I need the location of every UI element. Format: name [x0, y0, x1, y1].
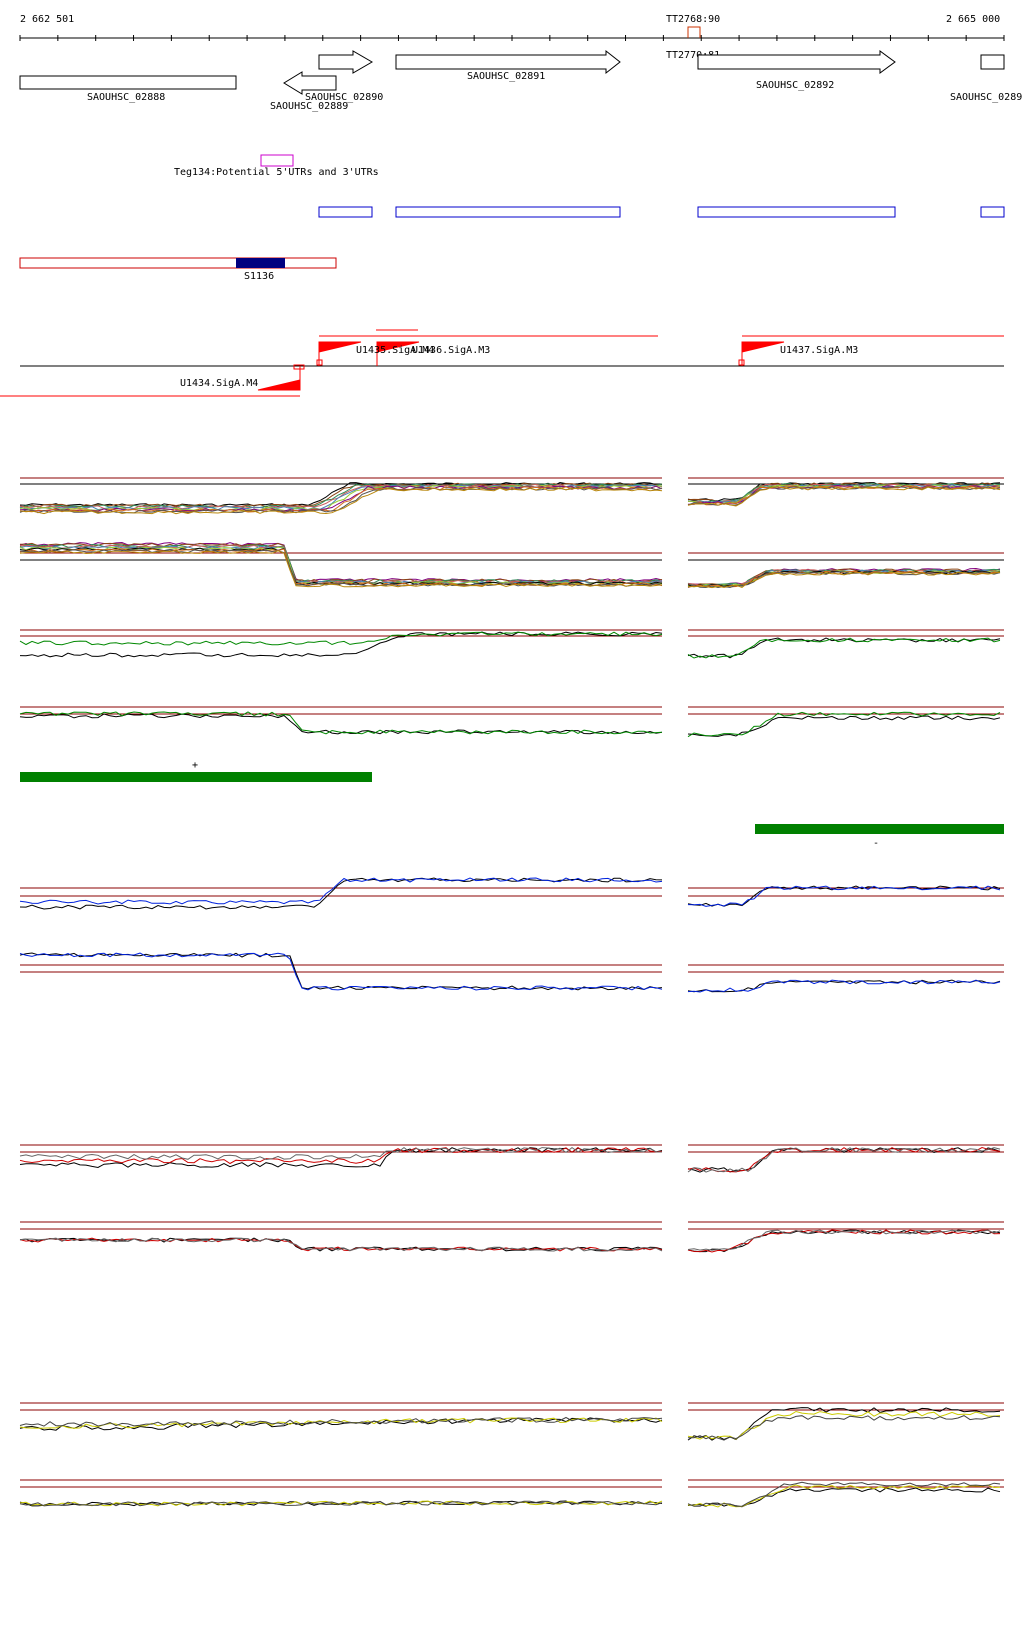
pair-track-green-minus [687, 711, 1001, 738]
promoter-flag-1434[interactable] [257, 366, 301, 391]
pair-track-red-plus [19, 1146, 663, 1161]
pair-track-green-plus [687, 637, 1001, 659]
promoter-mark [293, 364, 305, 370]
multi-track-plus [687, 485, 1001, 506]
pair-track-green-plus [19, 631, 663, 646]
pair-track-yellow-minus [19, 1500, 663, 1507]
gene-label-02891: SAOUHSC_02891 [467, 71, 545, 82]
multi-track-minus [19, 543, 663, 584]
coordinate-ruler: 2 662 501 2 665 000 [19, 14, 1005, 41]
ruler-end-label: 2 665 000 [946, 14, 1000, 25]
utr-box[interactable] [260, 154, 294, 167]
multi-track-plus [19, 487, 663, 515]
terminator-mark[interactable] [687, 26, 701, 38]
multi-track-plus [687, 486, 1001, 507]
pair-track-green-plus [19, 631, 663, 658]
terminator-track: TT2768:90 TT2770:81 [666, 14, 720, 61]
pair-track-red-minus [19, 1237, 663, 1252]
gene-arrow-02890[interactable] [318, 50, 373, 74]
pair-track-red-minus [687, 1229, 1001, 1251]
gene-label-02890: SAOUHSC_02890 [305, 92, 383, 103]
cds-box[interactable] [697, 206, 896, 218]
gene-arrow-02891[interactable] [395, 49, 621, 75]
pair-track-red-plus [19, 1146, 663, 1165]
gene-track: SAOUHSC_02888 SAOUHSC_02889 SAOUHSC_0289… [19, 49, 1022, 112]
pair-track-yellow-plus [19, 1417, 663, 1429]
multi-track-minus [687, 571, 1001, 589]
multi-track-plus [19, 482, 663, 508]
utr-label: Teg134:Potential 5'UTRs and 3'UTRs [174, 167, 379, 178]
pair-track-yellow-plus [687, 1410, 1001, 1440]
multi-track-plus [19, 484, 663, 511]
utr-track: Teg134:Potential 5'UTRs and 3'UTRs [174, 154, 379, 178]
pair-track-yellow-minus [687, 1481, 1001, 1507]
promoter-flag-1435[interactable] [318, 341, 362, 366]
promoter-flag-1436[interactable] [376, 341, 420, 366]
cds-box[interactable] [318, 206, 373, 218]
gene-label-02888: SAOUHSC_02888 [87, 92, 165, 103]
gene-label-0289x: SAOUHSC_0289 [950, 92, 1022, 103]
promoter-label-1437: U1437.SigA.M3 [780, 345, 858, 356]
pair-track-blue-plus [687, 885, 1001, 907]
promoter-label-1435: U1435.SigA.M4 [356, 345, 434, 356]
gene-arrow-02889[interactable] [283, 71, 337, 95]
cds-box[interactable] [980, 206, 1005, 218]
ruler-start-label: 2 662 501 [20, 14, 74, 25]
pair-track-red-plus [687, 1147, 1001, 1173]
srna-box[interactable] [19, 257, 337, 269]
srna-label: S1136 [244, 271, 274, 282]
gene-label-02889: SAOUHSC_02889 [270, 101, 348, 112]
multi-track-minus [688, 571, 1001, 589]
multi-track-minus [19, 548, 663, 587]
gene-box-02888[interactable] [19, 75, 237, 90]
gene-label-02892: SAOUHSC_02892 [756, 80, 834, 91]
cds-box[interactable] [395, 206, 621, 218]
pair-track-blue-minus [19, 952, 663, 991]
expression-tracks [19, 477, 1004, 1508]
promoter-mark [316, 359, 323, 366]
srna-core [236, 258, 285, 268]
pair-track-red-plus [19, 1147, 663, 1169]
segment-plus[interactable] [20, 772, 372, 782]
segment-minus[interactable] [755, 824, 1004, 834]
pair-track-blue-plus [19, 877, 663, 910]
gene-arrow-02892[interactable] [697, 50, 896, 74]
pair-track-blue-plus [19, 877, 663, 905]
terminator-label-2: TT2770:81 [666, 50, 720, 61]
cds-track [318, 206, 1005, 218]
promoter-label-1434: U1434.SigA.M4 [180, 378, 258, 389]
pair-track-yellow-minus [19, 1500, 663, 1507]
multi-track-minus [19, 550, 663, 588]
segmentation-track: + - [20, 760, 1004, 849]
multi-track-plus [687, 484, 1001, 505]
pair-track-red-plus [687, 1147, 1001, 1173]
terminator-label-1: TT2768:90 [666, 14, 720, 25]
srna-track: S1136 [19, 257, 337, 282]
multi-track-minus [19, 549, 663, 587]
multi-track-minus [19, 545, 663, 585]
pair-track-green-minus [687, 715, 1001, 737]
pair-track-red-plus [687, 1146, 1001, 1173]
gene-arrow-0289x[interactable] [980, 54, 1005, 70]
pair-track-blue-plus [687, 885, 1001, 907]
segment-plus-label: + [192, 760, 198, 771]
pair-track-blue-minus [19, 952, 663, 991]
pair-track-yellow-plus [19, 1416, 663, 1427]
promoter-track: U1434.SigA.M4 U1435.SigA.M4 U1436.SigA.M… [0, 329, 1004, 397]
promoter-flag-1437[interactable] [741, 341, 785, 366]
pair-track-yellow-minus [687, 1487, 1001, 1508]
promoter-label-1436: U1436.SigA.M3 [412, 345, 490, 356]
pair-track-green-minus [19, 713, 663, 735]
pair-track-green-minus [19, 711, 663, 735]
pair-track-green-plus [687, 637, 1001, 659]
pair-track-blue-minus [687, 979, 1001, 993]
pair-track-blue-minus [687, 979, 1001, 993]
multi-track-plus [19, 486, 663, 513]
pair-track-yellow-plus [688, 1415, 1001, 1441]
segment-minus-label: - [873, 838, 879, 849]
multi-track-minus [19, 544, 663, 584]
multi-track-minus [687, 570, 1001, 588]
promoter-mark [738, 359, 745, 366]
